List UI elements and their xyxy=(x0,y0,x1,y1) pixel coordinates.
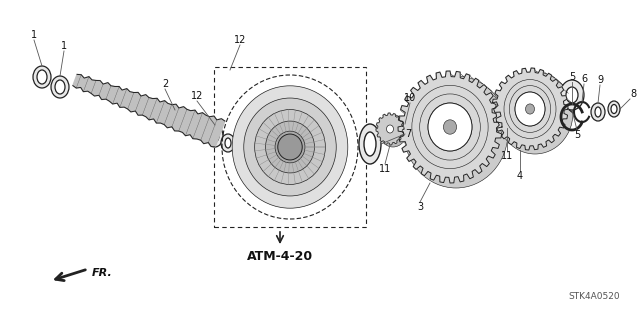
Polygon shape xyxy=(376,113,404,145)
Text: 6: 6 xyxy=(581,74,587,84)
Text: 1: 1 xyxy=(31,30,37,40)
Ellipse shape xyxy=(359,124,381,164)
Text: 11: 11 xyxy=(501,151,513,161)
Ellipse shape xyxy=(399,124,411,142)
Ellipse shape xyxy=(515,92,545,126)
Ellipse shape xyxy=(221,134,235,152)
Ellipse shape xyxy=(379,115,407,147)
Ellipse shape xyxy=(255,109,325,184)
Text: 5: 5 xyxy=(569,72,575,82)
Ellipse shape xyxy=(37,70,47,84)
Ellipse shape xyxy=(266,121,314,173)
Ellipse shape xyxy=(207,125,223,147)
Ellipse shape xyxy=(51,76,69,98)
Ellipse shape xyxy=(497,72,573,154)
Text: 8: 8 xyxy=(630,89,636,99)
Ellipse shape xyxy=(275,131,305,163)
Ellipse shape xyxy=(500,102,514,120)
Polygon shape xyxy=(492,68,568,150)
Ellipse shape xyxy=(232,86,348,208)
Ellipse shape xyxy=(278,134,302,160)
Ellipse shape xyxy=(402,128,408,138)
Bar xyxy=(214,67,366,227)
Ellipse shape xyxy=(560,80,584,110)
Ellipse shape xyxy=(525,104,534,114)
Ellipse shape xyxy=(387,125,394,133)
Ellipse shape xyxy=(244,98,336,196)
Polygon shape xyxy=(73,74,225,147)
Ellipse shape xyxy=(33,66,51,88)
Text: 7: 7 xyxy=(405,129,412,139)
Text: 9: 9 xyxy=(597,75,603,85)
Text: 4: 4 xyxy=(517,171,523,181)
Text: 12: 12 xyxy=(191,91,203,101)
Ellipse shape xyxy=(171,114,179,124)
Text: 11: 11 xyxy=(379,164,391,174)
Text: 3: 3 xyxy=(417,202,423,212)
Ellipse shape xyxy=(168,110,182,128)
Ellipse shape xyxy=(211,130,219,142)
Text: 5: 5 xyxy=(574,130,580,140)
Ellipse shape xyxy=(591,103,605,121)
Ellipse shape xyxy=(608,101,620,117)
Ellipse shape xyxy=(428,103,472,151)
Text: 12: 12 xyxy=(234,35,246,45)
Text: 2: 2 xyxy=(162,79,168,89)
Text: ATM-4-20: ATM-4-20 xyxy=(247,250,313,263)
Ellipse shape xyxy=(404,76,508,188)
Polygon shape xyxy=(398,71,502,183)
Ellipse shape xyxy=(493,94,521,128)
Text: 1: 1 xyxy=(61,41,67,51)
Ellipse shape xyxy=(566,87,578,103)
Text: STK4A0520: STK4A0520 xyxy=(568,292,620,301)
Text: FR.: FR. xyxy=(92,268,113,278)
Ellipse shape xyxy=(364,132,376,156)
Ellipse shape xyxy=(611,105,617,114)
Ellipse shape xyxy=(444,120,456,134)
Ellipse shape xyxy=(595,107,601,117)
Ellipse shape xyxy=(55,80,65,94)
Text: 10: 10 xyxy=(404,93,416,103)
Ellipse shape xyxy=(225,138,231,148)
